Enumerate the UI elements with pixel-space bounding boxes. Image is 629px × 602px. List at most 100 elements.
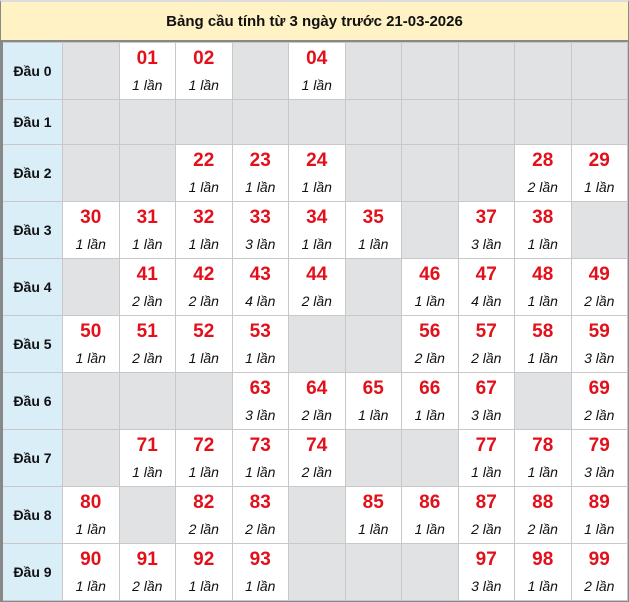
- empty-cell: [288, 99, 346, 145]
- table-row: Đầu 2 22 1 lần 23 1 lần 24 1 lần 28 2 lần 29 1 lần: [1, 144, 628, 202]
- number-value: 58: [532, 321, 554, 342]
- occurrence-count: 2 lần: [527, 521, 558, 537]
- occurrence-count: 2 lần: [245, 521, 276, 537]
- number-value: 77: [475, 435, 497, 456]
- row-header: Đầu 3: [1, 201, 63, 259]
- occurrence-count: 3 lần: [471, 578, 502, 594]
- table-row: Đầu 8 80 1 lần 82 2 lần 83 2 lần 85 1 lần 86 1 lần…: [1, 486, 628, 544]
- occurrence-count: 2 lần: [527, 179, 558, 195]
- number-value: 78: [532, 435, 554, 456]
- number-value: 34: [306, 207, 328, 228]
- number-cell: 47 4 lần: [457, 258, 515, 316]
- number-cell: 52 1 lần: [175, 315, 233, 373]
- occurrence-count: 2 lần: [301, 464, 332, 480]
- number-value: 73: [249, 435, 271, 456]
- number-cell: 38 1 lần: [514, 201, 572, 259]
- number-value: 50: [80, 321, 102, 342]
- occurrence-count: 3 lần: [584, 464, 615, 480]
- empty-cell: [401, 543, 459, 601]
- number-cell: 82 2 lần: [175, 486, 233, 544]
- empty-cell: [62, 429, 120, 487]
- occurrence-count: 3 lần: [245, 407, 276, 423]
- number-cell: 67 3 lần: [457, 372, 515, 430]
- number-cell: 71 1 lần: [118, 429, 176, 487]
- number-value: 88: [532, 492, 554, 513]
- number-cell: 53 1 lần: [231, 315, 289, 373]
- number-cell: 78 1 lần: [514, 429, 572, 487]
- number-cell: 57 2 lần: [457, 315, 515, 373]
- empty-cell: [344, 543, 402, 601]
- number-value: 79: [588, 435, 610, 456]
- number-cell: 69 2 lần: [570, 372, 628, 430]
- number-value: 31: [136, 207, 158, 228]
- occurrence-count: 3 lần: [471, 407, 502, 423]
- number-cell: 90 1 lần: [62, 543, 120, 601]
- number-cell: 22 1 lần: [175, 144, 233, 202]
- occurrence-count: 2 lần: [188, 521, 219, 537]
- number-cell: 80 1 lần: [62, 486, 120, 544]
- number-cell: 41 2 lần: [118, 258, 176, 316]
- occurrence-count: 1 lần: [75, 236, 106, 252]
- empty-cell: [570, 99, 628, 145]
- number-value: 92: [193, 549, 215, 570]
- empty-cell: [62, 99, 120, 145]
- number-value: 85: [362, 492, 384, 513]
- empty-cell: [344, 429, 402, 487]
- occurrence-count: 1 lần: [584, 179, 615, 195]
- row-header: Đầu 8: [1, 486, 63, 544]
- occurrence-count: 2 lần: [301, 293, 332, 309]
- empty-cell: [118, 144, 176, 202]
- empty-cell: [514, 372, 572, 430]
- empty-cell: [570, 42, 628, 100]
- number-cell: 64 2 lần: [288, 372, 346, 430]
- number-value: 64: [306, 378, 328, 399]
- number-value: 83: [249, 492, 271, 513]
- row-header: Đầu 2: [1, 144, 63, 202]
- number-cell: 83 2 lần: [231, 486, 289, 544]
- occurrence-count: 3 lần: [471, 236, 502, 252]
- empty-cell: [401, 42, 459, 100]
- occurrence-count: 1 lần: [414, 407, 445, 423]
- number-cell: 29 1 lần: [570, 144, 628, 202]
- number-cell: 46 1 lần: [401, 258, 459, 316]
- number-value: 82: [193, 492, 215, 513]
- number-cell: 48 1 lần: [514, 258, 572, 316]
- number-value: 22: [193, 150, 215, 171]
- occurrence-count: 1 lần: [245, 464, 276, 480]
- number-value: 51: [136, 321, 158, 342]
- number-value: 23: [249, 150, 271, 171]
- occurrence-count: 1 lần: [188, 464, 219, 480]
- row-header: Đầu 6: [1, 372, 63, 430]
- number-value: 35: [362, 207, 384, 228]
- empty-cell: [344, 315, 402, 373]
- empty-cell: [231, 42, 289, 100]
- number-cell: 44 2 lần: [288, 258, 346, 316]
- occurrence-count: 1 lần: [527, 578, 558, 594]
- number-cell: 42 2 lần: [175, 258, 233, 316]
- occurrence-count: 4 lần: [245, 293, 276, 309]
- number-value: 98: [532, 549, 554, 570]
- empty-cell: [175, 99, 233, 145]
- empty-cell: [288, 486, 346, 544]
- number-value: 66: [419, 378, 441, 399]
- occurrence-count: 1 lần: [471, 464, 502, 480]
- empty-cell: [175, 372, 233, 430]
- number-value: 37: [475, 207, 497, 228]
- table-row: Đầu 6 63 3 lần 64 2 lần 65 1 lần 66 1 lần 67 3 lần…: [1, 372, 628, 430]
- table-row: Đầu 3 30 1 lần 31 1 lần 32 1 lần 33 3 lần 34 1 lần…: [1, 201, 628, 259]
- number-cell: 79 3 lần: [570, 429, 628, 487]
- occurrence-count: 1 lần: [75, 578, 106, 594]
- occurrence-count: 1 lần: [188, 578, 219, 594]
- empty-cell: [118, 99, 176, 145]
- table-row: Đầu 9 90 1 lần 91 2 lần 92 1 lần 93 1 lần 97 3 lần…: [1, 543, 628, 601]
- occurrence-count: 2 lần: [132, 350, 163, 366]
- occurrence-count: 1 lần: [245, 578, 276, 594]
- number-cell: 35 1 lần: [344, 201, 402, 259]
- occurrence-count: 1 lần: [301, 77, 332, 93]
- occurrence-count: 1 lần: [584, 521, 615, 537]
- table-row: Đầu 0 01 1 lần 02 1 lần 04 1 lần: [1, 42, 628, 100]
- occurrence-count: 1 lần: [188, 350, 219, 366]
- occurrence-count: 1 lần: [414, 293, 445, 309]
- number-cell: 73 1 lần: [231, 429, 289, 487]
- dau-table: Đầu 0 01 1 lần 02 1 lần 04 1 lần Đầu 1 Đầu 2 22 1 …: [1, 42, 628, 601]
